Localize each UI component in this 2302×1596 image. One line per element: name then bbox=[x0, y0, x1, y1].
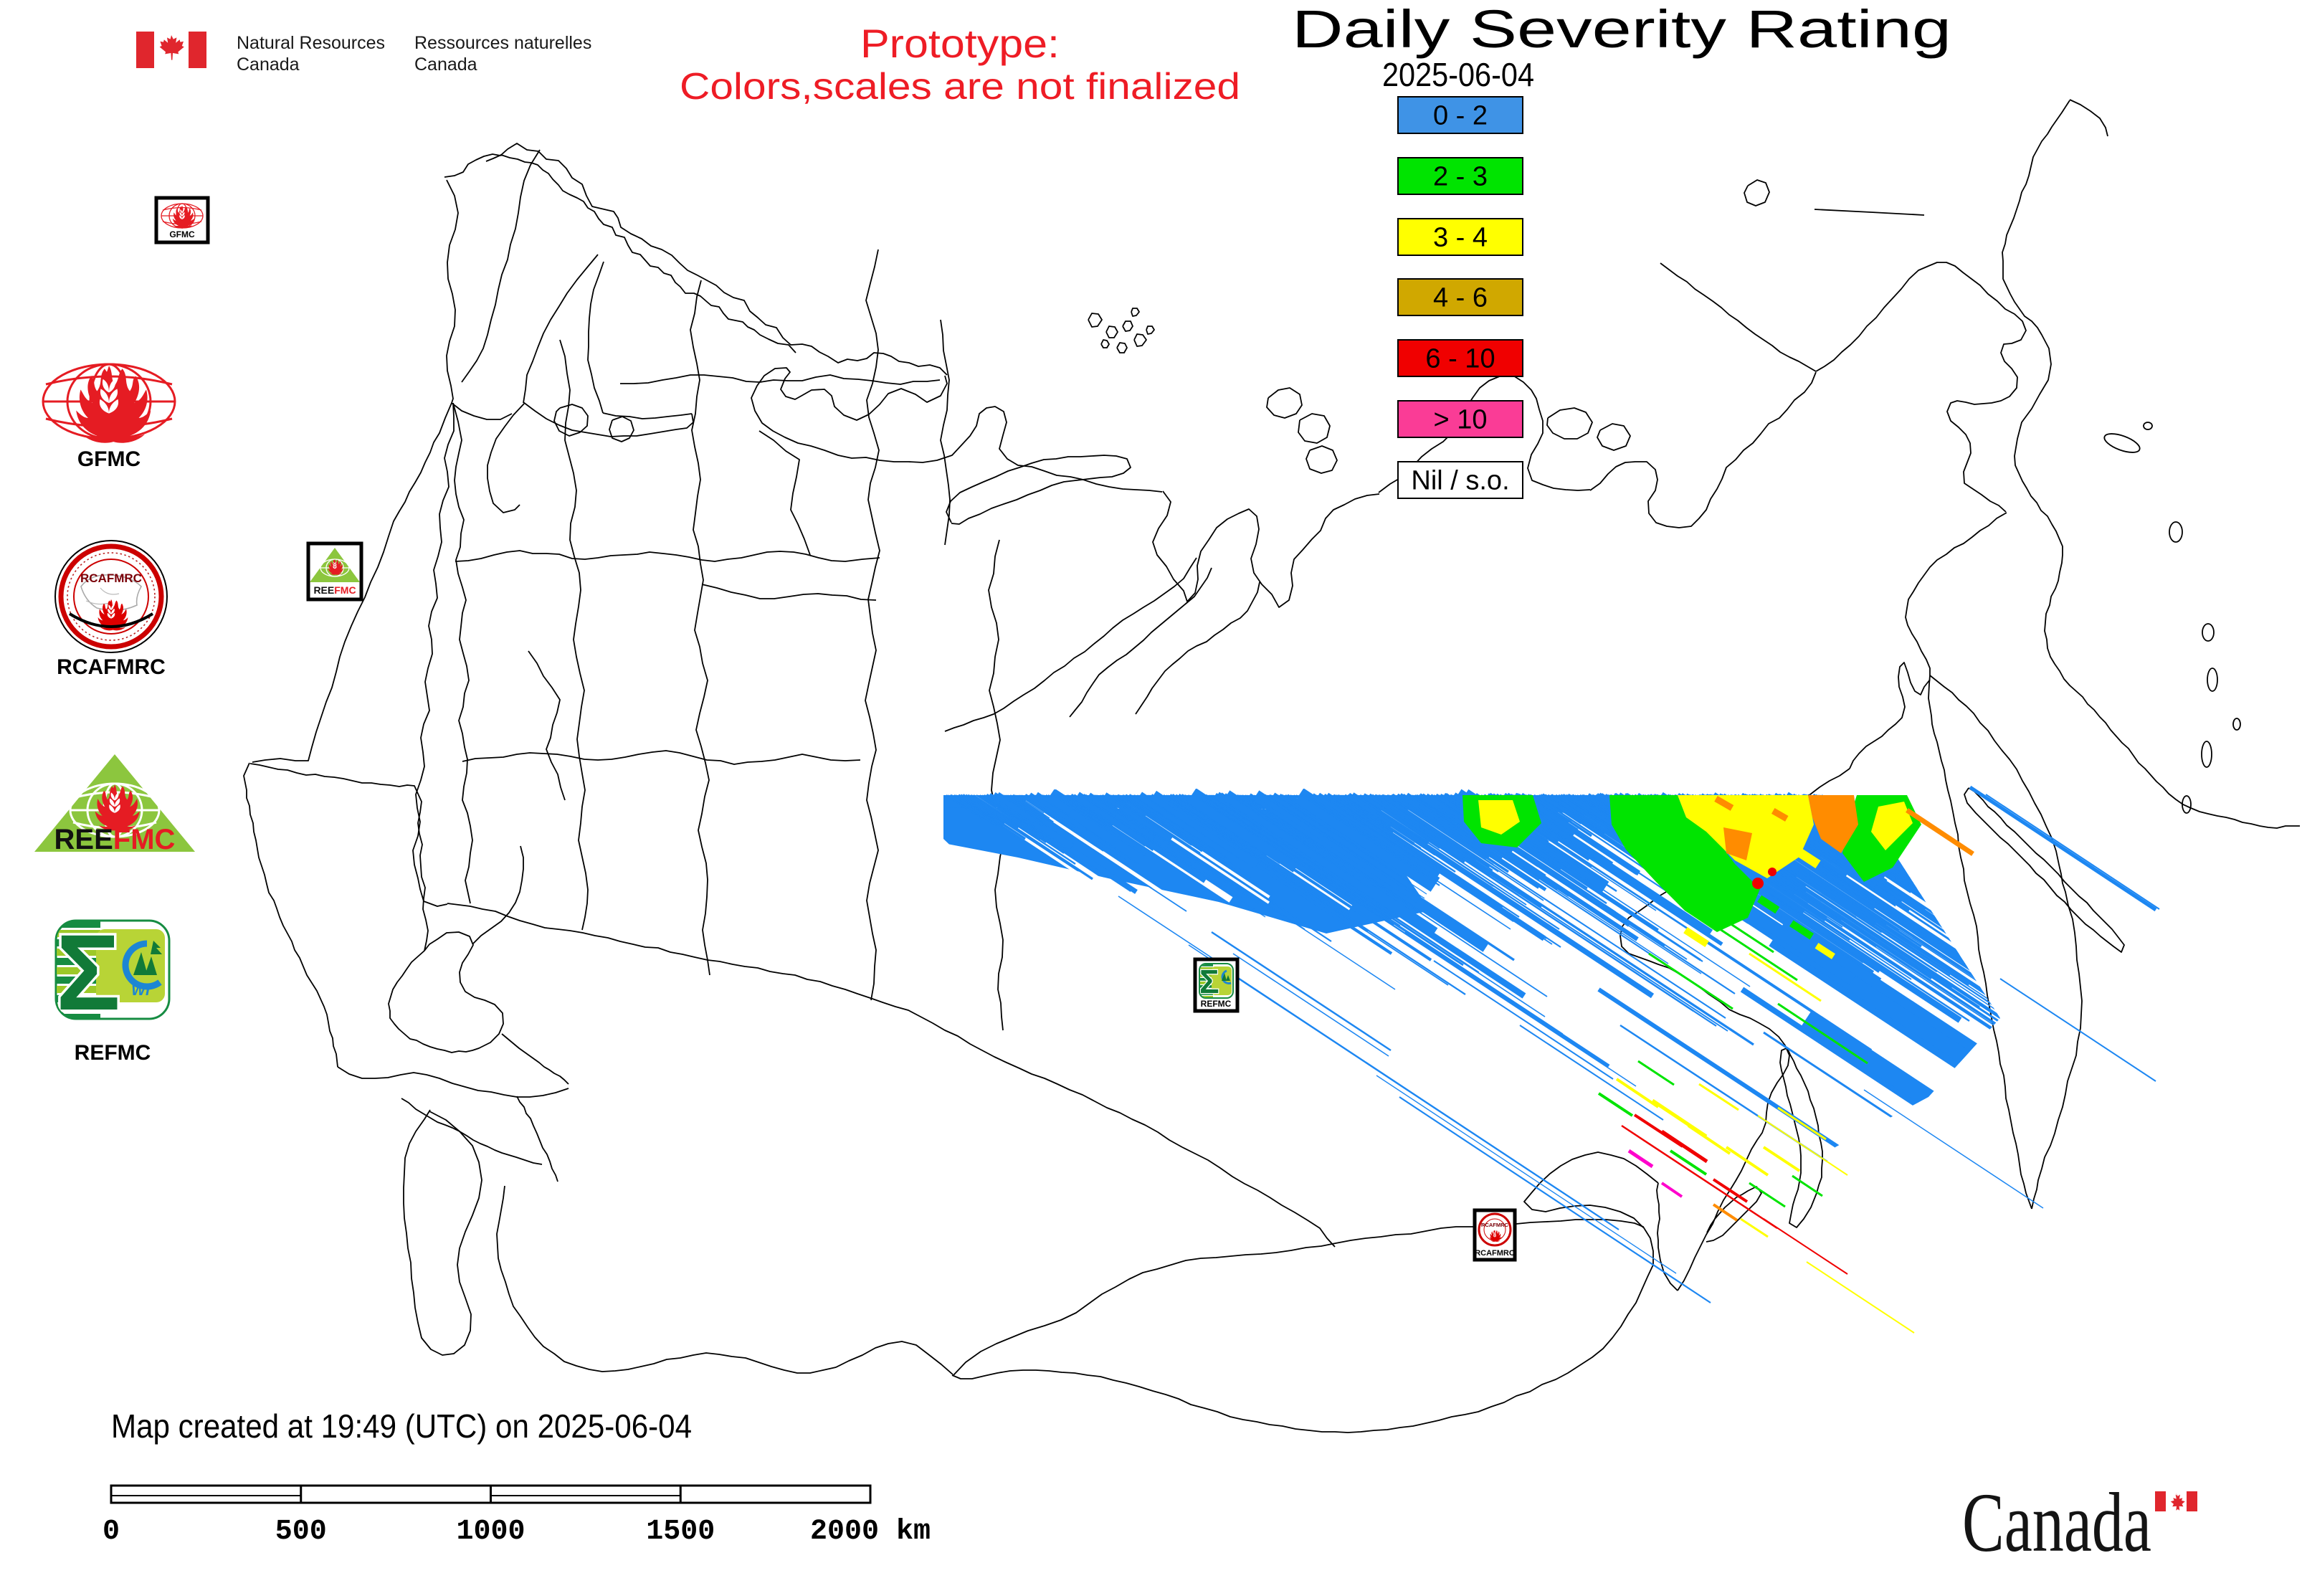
svg-text:Daily Severity Rating: Daily Severity Rating bbox=[1292, 0, 1951, 59]
svg-text:6 - 10: 6 - 10 bbox=[1425, 344, 1495, 374]
svg-text:REEFMC: REEFMC bbox=[54, 824, 176, 855]
svg-text:> 10: > 10 bbox=[1433, 405, 1487, 435]
svg-text:Σ: Σ bbox=[1199, 963, 1219, 1000]
svg-text:RCAFMRC: RCAFMRC bbox=[80, 571, 142, 585]
svg-text:GFMC: GFMC bbox=[169, 229, 195, 239]
svg-text:WI: WI bbox=[131, 982, 151, 999]
svg-text:Canada: Canada bbox=[237, 54, 300, 75]
svg-text:Σ: Σ bbox=[56, 912, 120, 1032]
svg-text:Canada: Canada bbox=[1962, 1476, 2151, 1569]
svg-text:REFMC: REFMC bbox=[75, 1041, 151, 1065]
svg-text:Colors,scales are not finalize: Colors,scales are not finalized bbox=[680, 66, 1240, 108]
svg-text:RCAFMRC: RCAFMRC bbox=[57, 655, 166, 679]
svg-text:Ressources naturelles: Ressources naturelles bbox=[414, 33, 591, 53]
svg-text:4 - 6: 4 - 6 bbox=[1433, 283, 1488, 313]
svg-text:500: 500 bbox=[275, 1516, 327, 1548]
svg-text:2025-06-04: 2025-06-04 bbox=[1382, 56, 1534, 93]
svg-text:REFMC: REFMC bbox=[1201, 999, 1232, 1009]
svg-text:2000 km: 2000 km bbox=[810, 1516, 931, 1548]
svg-text:2 - 3: 2 - 3 bbox=[1433, 162, 1488, 192]
svg-text:3 - 4: 3 - 4 bbox=[1433, 223, 1488, 253]
svg-text:1500: 1500 bbox=[646, 1516, 715, 1548]
svg-text:Natural Resources: Natural Resources bbox=[237, 33, 385, 53]
svg-text:0: 0 bbox=[103, 1516, 120, 1548]
svg-text:RCAFMRC: RCAFMRC bbox=[1481, 1222, 1508, 1228]
svg-text:1000: 1000 bbox=[456, 1516, 525, 1548]
svg-text:REEFMC: REEFMC bbox=[313, 584, 356, 596]
svg-text:Canada: Canada bbox=[414, 54, 477, 75]
svg-text:RCAFMRC: RCAFMRC bbox=[1475, 1249, 1515, 1258]
svg-text:GFMC: GFMC bbox=[77, 447, 141, 471]
svg-text:Map created at 19:49 (UTC) on: Map created at 19:49 (UTC) on 2025-06-04 bbox=[111, 1407, 692, 1445]
svg-text:Prototype:: Prototype: bbox=[860, 21, 1060, 66]
svg-text:0 - 2: 0 - 2 bbox=[1433, 101, 1488, 131]
svg-text:Nil / s.o.: Nil / s.o. bbox=[1411, 466, 1509, 496]
